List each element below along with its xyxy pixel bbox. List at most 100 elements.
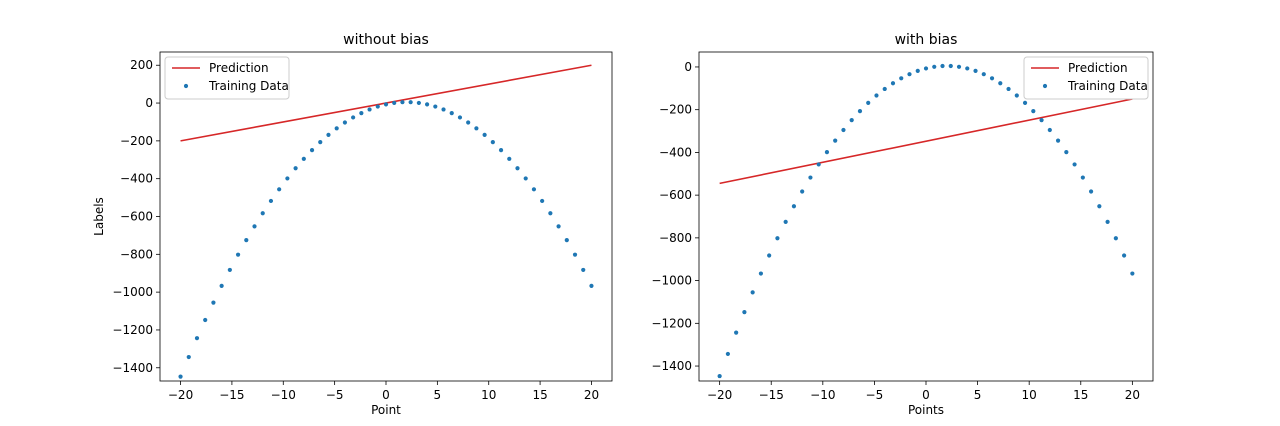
y-tick-label: 200 [130,58,153,72]
x-axis-label: Points [908,403,944,417]
data-point [742,309,747,315]
data-point [293,166,298,171]
x-tick-label: 20 [1125,388,1140,402]
data-point [392,100,397,106]
data-point [874,93,879,98]
data-point [318,140,323,145]
data-point [717,373,722,379]
data-point [531,187,537,192]
x-tick-label: 0 [922,388,930,402]
prediction-line [719,98,1133,185]
data-point [564,238,569,243]
data-point [882,86,887,92]
data-point [816,162,821,167]
data-point [890,81,896,86]
data-point [1072,162,1077,167]
data-point [581,267,586,273]
legend-entry: Prediction [1068,61,1128,75]
data-point [400,100,405,105]
chart-title: without bias [343,32,429,48]
legend-entry: Prediction [209,61,269,75]
x-tick-label: 5 [434,388,442,402]
y-tick-label: −400 [659,145,692,159]
data-point [758,271,764,276]
x-tick-label: 15 [1073,388,1088,402]
data-point [1122,253,1127,258]
data-point [767,253,772,258]
y-axis-label: Labels [92,197,106,236]
x-tick-label: −15 [219,388,244,402]
data-point [783,219,788,224]
data-point [515,166,520,171]
data-point [1080,175,1085,180]
data-point [556,224,561,229]
data-point [791,204,797,209]
data-point [186,354,191,360]
plot-area [178,64,594,379]
data-point [1022,100,1028,106]
data-point [940,63,945,69]
y-tick-label: −1000 [651,274,692,288]
y-tick-label: 0 [145,96,153,110]
data-point [474,126,479,131]
x-tick-label: 10 [481,388,496,402]
x-tick-label: 10 [1022,388,1037,402]
data-point [408,100,413,105]
chart-with-bias: −20 −15 −10 −5 0 5 10 15 20 0 −200 −400 −600 −800 −100… [651,32,1154,417]
y-tick-label: −1200 [112,323,153,337]
data-point [301,156,306,161]
data-point [956,64,962,69]
y-tick-label: −400 [120,172,153,186]
data-point [449,110,454,116]
y-tick-label: −800 [659,231,692,245]
y-tick-label: −1400 [651,359,692,373]
y-tick-label: −1200 [651,316,692,330]
data-point [1055,138,1061,143]
data-point [548,211,553,216]
data-point [857,109,863,114]
data-point [965,66,970,71]
data-point [194,336,200,341]
data-point [383,102,389,107]
data-point [268,198,274,204]
data-point [998,81,1003,86]
data-point [1097,204,1102,209]
legend: Prediction Training Data [164,56,290,100]
data-point [1031,109,1036,114]
data-point [260,211,265,216]
axes-frame [698,51,1154,382]
data-point [1047,127,1052,133]
y-tick-label: −200 [120,134,153,148]
data-point [1130,271,1135,276]
data-point [342,120,348,125]
data-point [309,148,315,153]
data-point [948,63,953,69]
x-tick-label: 5 [974,388,982,402]
legend-point-swatch [1042,83,1048,89]
data-point [824,150,830,155]
data-point [507,156,512,161]
data-point [498,148,504,153]
y-tick-label: −200 [659,103,692,117]
chart-title: with bias [895,32,958,48]
data-point [252,224,257,229]
x-tick-label: −10 [271,388,296,402]
data-point [923,66,929,71]
data-point [1105,219,1110,224]
data-point [1039,118,1044,123]
data-point [334,126,339,131]
data-point [734,330,739,335]
legend-point-swatch [183,83,189,89]
y-tick-label: −600 [659,188,692,202]
data-point [866,100,871,106]
data-point [841,127,846,133]
data-point [211,300,216,305]
data-point [277,187,282,192]
data-point [981,72,986,77]
data-point [849,118,854,123]
data-point [1064,150,1069,155]
data-point [750,290,755,295]
data-point [725,351,730,357]
y-tick-label: −800 [120,247,153,261]
